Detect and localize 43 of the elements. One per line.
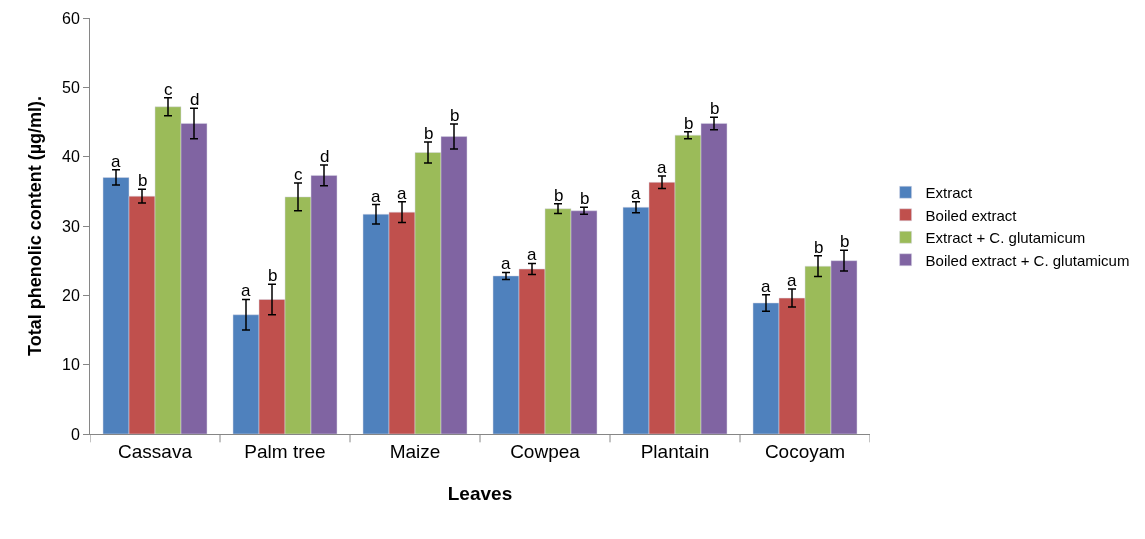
x-tick-label: Cowpea (510, 440, 581, 462)
data-label: d (320, 147, 330, 166)
data-label: c (294, 165, 303, 184)
legend-label: Extract + C. glutamicum (925, 229, 1086, 247)
data-label: d (190, 90, 200, 109)
data-label: a (501, 254, 511, 273)
data-label: b (710, 99, 720, 118)
data-label: b (138, 171, 148, 190)
x-tick-label: Cassava (118, 440, 193, 462)
legend-label: Boiled extract + C. glutamicum (925, 251, 1130, 269)
data-label: b (268, 266, 278, 285)
data-label: b (684, 114, 694, 133)
y-axis-title: Total phenolic content (µg/ml). (25, 95, 46, 357)
data-label: a (371, 187, 381, 206)
data-label: b (840, 232, 850, 251)
data-label: a (527, 245, 537, 264)
data-label: a (111, 152, 121, 171)
data-label: b (554, 186, 564, 205)
y-tick-label: 50 (62, 78, 80, 96)
y-tick-label: 0 (70, 425, 80, 443)
data-label: b (814, 238, 824, 257)
data-label: b (580, 189, 590, 208)
y-tick-label: 20 (62, 286, 80, 304)
legend-label: Boiled extract (925, 206, 1018, 224)
data-label: a (657, 158, 667, 177)
x-tick-label: Maize (389, 440, 441, 462)
y-tick-label: 60 (62, 9, 80, 27)
x-tick-label: Plantain (640, 440, 710, 462)
x-tick-label: Cocoyam (764, 440, 846, 462)
data-label: a (631, 184, 641, 203)
y-tick-label: 10 (62, 356, 80, 374)
data-label: a (397, 184, 407, 203)
data-label: c (164, 80, 173, 99)
y-tick-label: 30 (62, 217, 80, 235)
data-label: a (761, 277, 771, 296)
legend-label: Extract (925, 184, 974, 202)
data-label: b (450, 106, 460, 125)
x-axis-title: Leaves (447, 482, 513, 504)
x-tick-label: Palm tree (244, 440, 326, 462)
data-label: b (424, 124, 434, 143)
y-tick-label: 40 (62, 148, 80, 166)
data-label: a (787, 271, 797, 290)
data-label: a (241, 281, 251, 300)
